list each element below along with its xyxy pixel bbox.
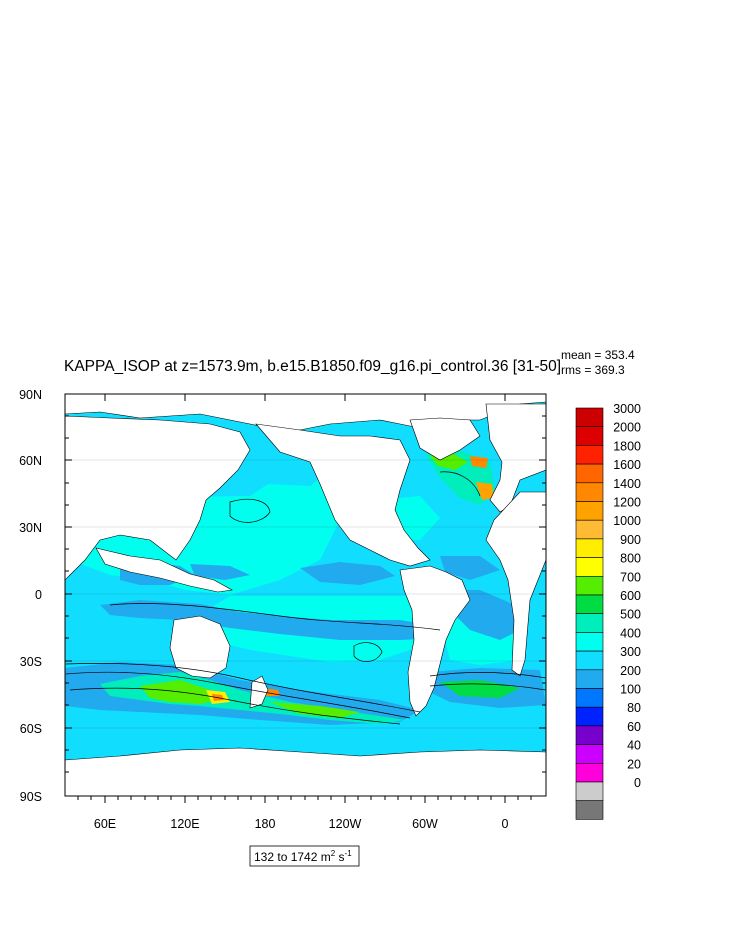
colorbar-swatch [575,688,604,708]
colorbar-label: 500 [620,608,641,622]
colorbar-label: 1200 [613,496,641,510]
colorbar-swatch [575,632,604,652]
colorbar-swatch [575,426,604,446]
lat-label: 0 [35,588,42,602]
colorbar-label: 900 [620,533,641,547]
lon-label: 120E [170,817,199,831]
lon-label: 0 [502,817,509,831]
colorbar-label: 40 [627,739,641,753]
land-africa [485,491,546,677]
colorbar-label: 1000 [613,514,641,528]
colorbar-label: 200 [620,664,641,678]
range-label-box: 132 to 1742 m2 s-1 [249,845,360,867]
colorbar-swatch [575,557,604,577]
colorbar-swatch [575,501,604,521]
colorbar-label: 3000 [613,402,641,416]
colorbar-label: 1800 [613,439,641,453]
land-antarctica [65,747,546,796]
land-masses [65,394,546,796]
colorbar-swatch [575,669,604,689]
lon-label: 120W [329,817,362,831]
colorbar-swatch [575,407,604,428]
lat-label: 90N [19,388,42,402]
colorbar-swatch [575,650,604,671]
colorbar-swatch [575,725,604,745]
plot-title: KAPPA_ISOP at z=1573.9m, b.e15.B1850.f09… [64,358,561,375]
lon-label: 60W [412,817,438,831]
lat-label: 30N [19,521,42,535]
colorbar-swatch [575,463,604,484]
land-eurasia-asia [65,415,251,581]
lat-label: 60N [19,454,42,468]
land-maritime [95,547,233,593]
colorbar-swatch [575,482,604,502]
colorbar-swatch [575,744,604,764]
range-text: 132 to 1742 m [254,850,331,864]
lon-label: 60E [94,817,116,831]
colorbar: 3000200018001600140012001000900800700600… [575,402,641,820]
map-gridlines [65,459,546,729]
lat-label: 60S [20,722,42,736]
lon-label: 180 [255,817,276,831]
colorbar-label: 800 [620,552,641,566]
colorbar-label: 2000 [613,421,641,435]
lon-labels: 60E 120E 180 120W 60W 0 [94,817,509,831]
colorbar-label: 100 [620,683,641,697]
colorbar-swatch [575,519,604,540]
colorbar-swatch [575,781,604,802]
contour-lines [65,471,546,725]
colorbar-swatch [575,538,604,558]
svg-text:132 to 1742 m2 s-1: 132 to 1742 m2 s-1 [254,849,352,864]
colorbar-swatch [575,762,604,783]
land-australia [169,615,231,679]
axis-ticks [65,393,546,803]
colorbar-label: 1400 [613,477,641,491]
lat-label: 30S [20,655,42,669]
colorbar-label: 300 [620,645,641,659]
colorbar-swatch [575,575,604,596]
mean-value: mean = 353.4 [561,348,635,362]
colorbar-label: 400 [620,626,641,640]
colorbar-swatch [575,594,604,615]
lat-label: 90S [20,790,42,804]
land-south-america [399,565,471,717]
range-sup1: 2 [331,849,336,858]
colorbar-swatch [575,613,604,633]
range-mid: s [335,850,344,864]
colorbar-label: 600 [620,589,641,603]
colorbar-label: 80 [627,701,641,715]
colorbar-swatch [575,445,604,465]
rms-value: rms = 369.3 [561,363,625,377]
map-panel: 90N 60N 30N 0 30S 60S 90S 60E 120E 180 1… [19,388,547,831]
lat-labels: 90N 60N 30N 0 30S 60S 90S [19,388,42,804]
range-sup2: -1 [345,849,353,858]
colorbar-swatch [575,706,604,727]
colorbar-swatch [575,800,604,820]
colorbar-label: 20 [627,757,641,771]
colorbar-label: 700 [620,570,641,584]
land-greenland [409,417,481,461]
land-north-america [255,423,431,567]
colorbar-label: 0 [634,776,641,790]
colorbar-label: 60 [627,720,641,734]
colorbar-label: 1600 [613,458,641,472]
